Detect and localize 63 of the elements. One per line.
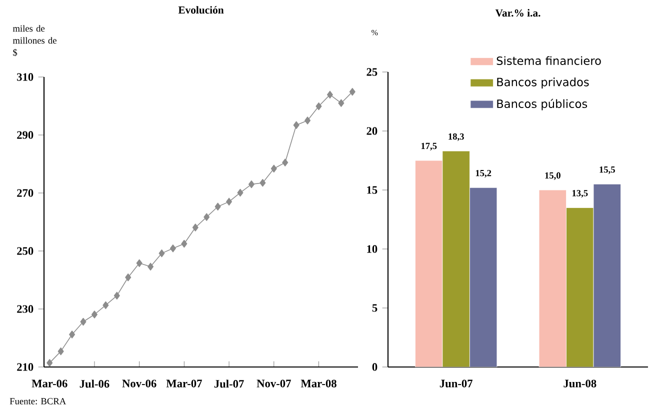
point <box>181 240 188 248</box>
point <box>148 262 154 271</box>
x-tick-label: Mar-08 <box>300 380 336 388</box>
x-tick-label: Jun-08 <box>564 380 596 388</box>
point <box>125 274 132 282</box>
y-tick-label: 290 <box>17 131 34 139</box>
point <box>214 202 221 210</box>
point <box>237 188 244 197</box>
x-tick-label: Mar-07 <box>166 380 202 388</box>
chart-title: Var.% i.a. <box>495 9 540 17</box>
point <box>114 292 120 300</box>
point <box>248 180 254 188</box>
y-axis-title: miles de millones de $ <box>12 25 56 56</box>
legend-label: Sistema financiero <box>496 56 601 66</box>
y-tick-label: 10 <box>367 245 378 253</box>
source-note: Fuente: BCRA <box>10 398 66 404</box>
point <box>69 330 76 338</box>
y-tick-label: 15 <box>367 186 378 194</box>
point <box>326 90 333 99</box>
data-label: 15,2 <box>476 170 492 178</box>
y-tick-label: 270 <box>17 189 34 197</box>
data-label: 17,5 <box>421 142 437 150</box>
point <box>158 249 165 258</box>
data-label: 13,5 <box>572 190 588 198</box>
x-tick-label: Mar-06 <box>32 380 68 388</box>
point <box>260 178 266 187</box>
chart-title: Evolución <box>178 6 224 14</box>
y-tick-label: 250 <box>17 247 34 255</box>
point <box>293 121 300 129</box>
point <box>204 213 210 221</box>
y-tick-label: 230 <box>17 305 34 313</box>
y-tick-label: 25 <box>366 68 378 76</box>
point <box>338 99 344 107</box>
data-label: 15,5 <box>600 166 615 174</box>
x-tick-label: Jul-07 <box>214 380 244 388</box>
point <box>136 259 142 268</box>
point <box>282 158 288 166</box>
legend-label: Bancos públicos <box>497 98 588 110</box>
y-tick-label: 210 <box>17 363 34 371</box>
point <box>102 301 109 310</box>
y-tick-label: 20 <box>366 127 378 135</box>
y-tick-label: 310 <box>17 73 34 81</box>
data-label: 15,0 <box>545 172 560 180</box>
point <box>270 164 277 172</box>
y-tick-label: 0 <box>372 363 378 371</box>
x-tick-label: Jun-07 <box>440 380 473 388</box>
point <box>192 224 198 232</box>
point <box>46 359 53 367</box>
point <box>226 198 232 206</box>
point <box>304 116 311 124</box>
point <box>316 102 322 110</box>
x-tick-label: Nov-07 <box>256 380 291 388</box>
y-tick-label: 5 <box>372 304 378 312</box>
point <box>349 88 356 96</box>
point <box>80 318 86 326</box>
y-axis-title: % <box>372 30 378 36</box>
x-tick-label: Nov-06 <box>122 380 156 388</box>
point <box>170 244 176 252</box>
point <box>91 310 98 318</box>
point <box>58 347 64 356</box>
x-tick-label: Jul-06 <box>80 380 110 388</box>
data-label: 18,3 <box>448 133 464 142</box>
legend-label: Bancos privados <box>497 78 589 89</box>
